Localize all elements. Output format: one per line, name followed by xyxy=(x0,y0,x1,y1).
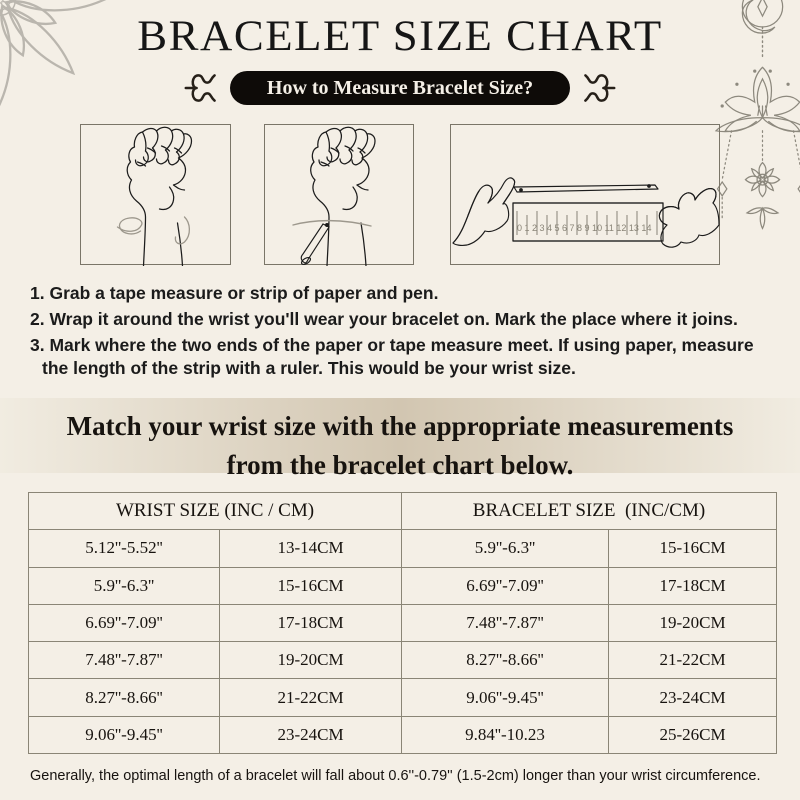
svg-text:0 1 2 3 4 5 6 7 8 9 10 11 12 1: 0 1 2 3 4 5 6 7 8 9 10 11 12 13 14 xyxy=(517,223,651,233)
